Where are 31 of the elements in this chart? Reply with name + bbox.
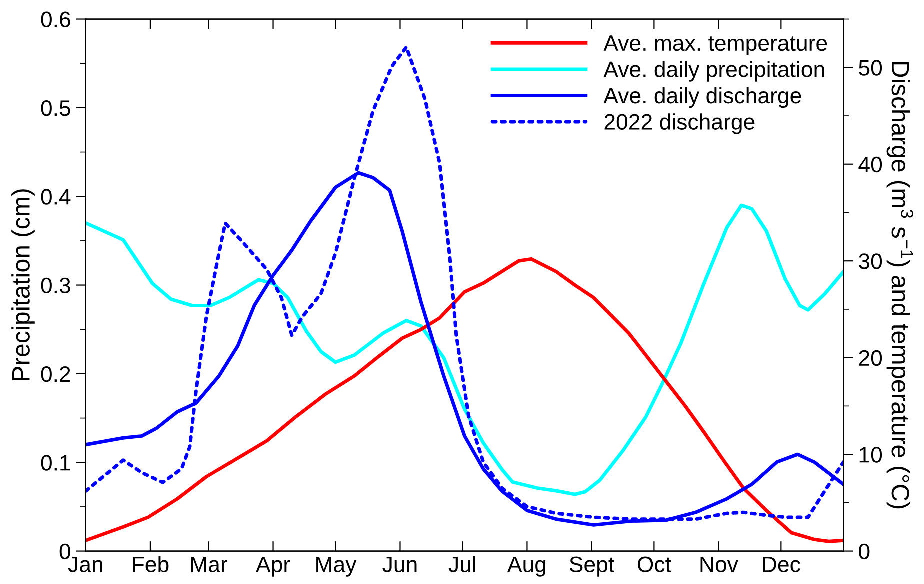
x-tick-label: Jul (448, 556, 476, 572)
legend-label: Ave. daily discharge (604, 87, 802, 108)
y-tick-label: 0.5 (41, 100, 70, 116)
y-tick-label: 0 (60, 544, 70, 560)
y2-tick-label: 30 (859, 254, 882, 270)
x-tick-label: Jun (382, 556, 417, 572)
y2-axis-title: Discharge (m$^{3}$ s$^{−1}$) and temperature (°C) (886, 62, 914, 509)
y2-tick-label: 10 (860, 447, 882, 463)
y2-tick-label: 50 (859, 60, 882, 76)
y-tick-label: 0.1 (41, 455, 70, 471)
y2-tick-label: 40 (858, 156, 882, 173)
x-tick-label: Mar (191, 556, 228, 572)
legend-label: 2022 discharge (604, 114, 755, 134)
x-tick-label: Aug (507, 556, 546, 577)
legend-label: Ave. daily precipitation (604, 61, 824, 82)
x-tick-label: Dec (763, 556, 800, 572)
x-tick-label: May (316, 556, 357, 577)
y-tick-label: 0.4 (41, 189, 71, 205)
y-tick-label: 0.3 (41, 278, 70, 294)
x-tick-label: Sept (570, 556, 614, 577)
legend-label: Ave. max. temperature (604, 36, 828, 56)
x-tick-label: Apr (256, 556, 290, 577)
y2-tick-label: 0 (859, 544, 870, 560)
y-tick-label: 0.6 (41, 12, 70, 28)
y-axis-title: Precipitation (cm) (12, 190, 35, 380)
y-tick-label: 0.2 (41, 366, 70, 382)
y2-tick-label: 20 (859, 350, 882, 366)
x-tick-label: Nov (700, 556, 738, 572)
x-tick-label: Oct (638, 556, 672, 572)
x-tick-label: Feb (133, 556, 169, 572)
x-tick-label: Jan (68, 556, 102, 572)
